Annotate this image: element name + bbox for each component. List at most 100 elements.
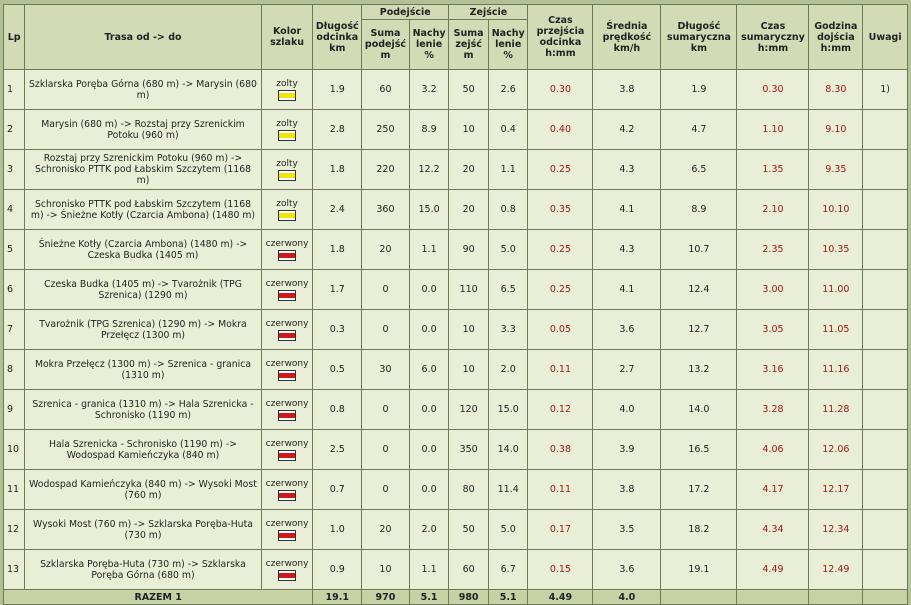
row-godzina: 9.35 (809, 150, 863, 189)
row-predkosc: 4.1 (593, 270, 661, 309)
row-czas-sum: 3.16 (737, 350, 809, 389)
row-dlugosc: 2.4 (313, 190, 362, 229)
row-dlugosc: 1.9 (313, 70, 362, 109)
table-row: 9 Szrenica - granica (1310 m) -> Hala Szr… (4, 390, 907, 429)
totals-label: RAZEM 1 (4, 590, 313, 604)
row-nachylenie-pod: 3.2 (409, 70, 449, 109)
trail-color-swatch-icon (278, 409, 297, 421)
row-nachylenie-pod: 15.0 (409, 190, 449, 229)
row-kolor: czerwony (261, 390, 313, 429)
row-suma-zejsc: 20 (449, 190, 488, 229)
row-predkosc: 4.3 (593, 150, 661, 189)
totals-suma-pod: 970 (362, 590, 409, 604)
header-dlugosc: Długość odcinka km (313, 5, 362, 69)
row-czas-sum: 4.06 (737, 430, 809, 469)
row-suma-zejsc: 20 (449, 150, 488, 189)
row-suma-podejsc: 30 (362, 350, 409, 389)
row-czas: 0.11 (528, 470, 593, 509)
row-nachylenie-zej: 15.0 (488, 390, 528, 429)
totals-empty-2 (737, 590, 809, 604)
row-suma-zejsc: 110 (449, 270, 488, 309)
row-dlugosc: 1.8 (313, 150, 362, 189)
row-predkosc: 3.6 (593, 310, 661, 349)
table-row: 5 Śnieżne Kotły (Czarcia Ambona) (1480 m)… (4, 230, 907, 269)
row-uwagi (863, 230, 907, 269)
row-nachylenie-pod: 8.9 (409, 110, 449, 149)
row-nachylenie-pod: 0.0 (409, 430, 449, 469)
row-lp: 3 (4, 150, 25, 189)
row-trasa: Mokra Przełęcz (1300 m) -> Szrenica - gr… (25, 350, 261, 389)
row-kolor: zolty (261, 110, 313, 149)
row-nachylenie-zej: 11.4 (488, 470, 528, 509)
totals-suma-zej: 980 (449, 590, 488, 604)
row-uwagi (863, 430, 907, 469)
header-trasa: Trasa od -> do (25, 5, 261, 69)
row-predkosc: 4.3 (593, 230, 661, 269)
row-kolor: czerwony (261, 350, 313, 389)
trail-color-label: czerwony (265, 358, 309, 369)
row-lp: 2 (4, 110, 25, 149)
table-row: 11 Wodospad Kamieńczyka (840 m) -> Wysoki… (4, 470, 907, 509)
row-dlugosc: 0.3 (313, 310, 362, 349)
trail-color-label: czerwony (265, 238, 309, 249)
row-suma-podejsc: 0 (362, 270, 409, 309)
row-dlugosc-sum: 8.9 (661, 190, 737, 229)
header-lp: Lp (4, 5, 25, 69)
row-uwagi (863, 270, 907, 309)
row-predkosc: 3.6 (593, 550, 661, 589)
row-dlugosc-sum: 17.2 (661, 470, 737, 509)
row-lp: 13 (4, 550, 25, 589)
row-czas: 0.15 (528, 550, 593, 589)
row-nachylenie-pod: 0.0 (409, 310, 449, 349)
row-czas: 0.17 (528, 510, 593, 549)
trail-color-label: czerwony (265, 438, 309, 449)
header-zejscie: Zejście (449, 5, 528, 20)
table-row: 8 Mokra Przełęcz (1300 m) -> Szrenica - g… (4, 350, 907, 389)
row-dlugosc: 0.7 (313, 470, 362, 509)
row-uwagi (863, 310, 907, 349)
row-nachylenie-zej: 0.8 (488, 190, 528, 229)
trail-color-swatch-icon (278, 129, 297, 141)
row-suma-zejsc: 10 (449, 110, 488, 149)
row-nachylenie-pod: 0.0 (409, 270, 449, 309)
row-nachylenie-zej: 2.0 (488, 350, 528, 389)
row-czas-sum: 2.10 (737, 190, 809, 229)
row-dlugosc-sum: 12.4 (661, 270, 737, 309)
row-trasa: Śnieżne Kotły (Czarcia Ambona) (1480 m) … (25, 230, 261, 269)
row-dlugosc-sum: 16.5 (661, 430, 737, 469)
row-czas-sum: 2.35 (737, 230, 809, 269)
row-suma-zejsc: 350 (449, 430, 488, 469)
row-suma-podejsc: 0 (362, 430, 409, 469)
row-dlugosc-sum: 13.2 (661, 350, 737, 389)
row-czas-sum: 4.49 (737, 550, 809, 589)
row-dlugosc: 1.0 (313, 510, 362, 549)
header-kolor: Kolor szlaku (261, 5, 313, 69)
header-podejscie: Podejście (362, 5, 449, 20)
row-dlugosc: 2.5 (313, 430, 362, 469)
row-suma-podejsc: 20 (362, 510, 409, 549)
trail-color-label: czerwony (265, 558, 309, 569)
row-predkosc: 3.9 (593, 430, 661, 469)
row-trasa: Wysoki Most (760 m) -> Szklarska Poręba-… (25, 510, 261, 549)
header-nachylenie-zej: Nachy lenie % (488, 20, 528, 69)
row-nachylenie-zej: 5.0 (488, 510, 528, 549)
row-dlugosc-sum: 14.0 (661, 390, 737, 429)
row-uwagi (863, 110, 907, 149)
row-godzina: 10.35 (809, 230, 863, 269)
trail-color-label: czerwony (265, 518, 309, 529)
row-suma-zejsc: 10 (449, 350, 488, 389)
row-czas-sum: 1.10 (737, 110, 809, 149)
trail-color-label: czerwony (265, 318, 309, 329)
row-uwagi (863, 390, 907, 429)
row-czas-sum: 0.30 (737, 70, 809, 109)
row-kolor: czerwony (261, 470, 313, 509)
table-row: 13 Szklarska Poręba-Huta (730 m) -> Szkla… (4, 550, 907, 589)
row-trasa: Wodospad Kamieńczyka (840 m) -> Wysoki M… (25, 470, 261, 509)
row-suma-podejsc: 0 (362, 470, 409, 509)
row-kolor: czerwony (261, 430, 313, 469)
row-godzina: 12.49 (809, 550, 863, 589)
row-lp: 4 (4, 190, 25, 229)
trail-table: Lp Trasa od -> do Kolor szlaku Długość o… (3, 4, 908, 605)
trail-color-swatch-icon (278, 529, 297, 541)
trail-color-label: zolty (276, 78, 298, 89)
